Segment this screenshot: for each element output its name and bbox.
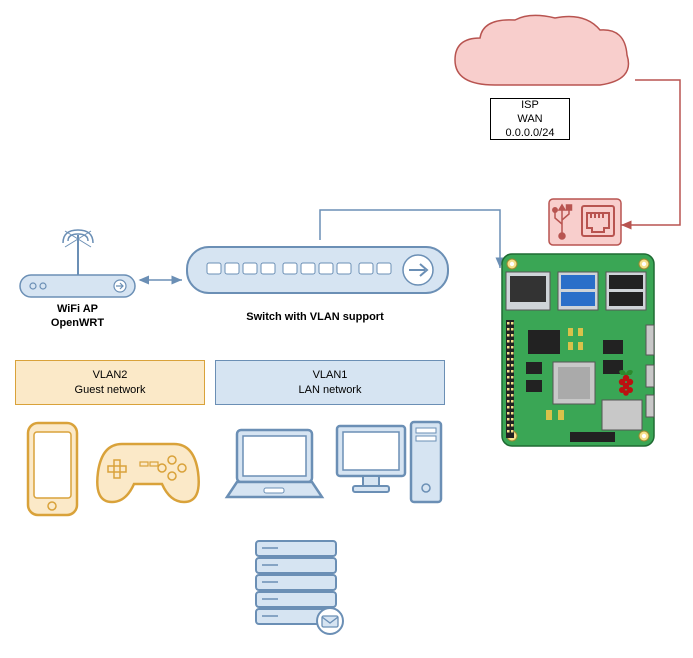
phone-icon (25, 420, 80, 520)
cloud-isp: ISP (521, 98, 539, 112)
vlan2-sub: Guest network (75, 383, 146, 397)
raspberry-pi-icon (498, 250, 663, 450)
cloud-icon (445, 10, 635, 105)
vlan1-box: VLAN1 LAN network (215, 360, 445, 405)
cloud-wan: WAN (517, 112, 542, 126)
wifi-ap-icon (15, 225, 140, 300)
gamepad-icon (92, 432, 204, 510)
wifi-ap-label: WiFi AP OpenWRT (35, 302, 120, 331)
vlan2-box: VLAN2 Guest network (15, 360, 205, 405)
switch-label: Switch with VLAN support (230, 310, 400, 324)
cloud-cidr: 0.0.0.0/24 (506, 126, 555, 140)
desktop-icon (333, 418, 445, 510)
vlan2-title: VLAN2 (93, 368, 128, 382)
laptop-icon (222, 425, 327, 507)
vlan1-sub: LAN network (299, 383, 362, 397)
switch-icon (185, 245, 450, 305)
mailserver-icon (248, 535, 348, 640)
vlan1-title: VLAN1 (313, 368, 348, 382)
cloud-label-box: ISP WAN 0.0.0.0/24 (490, 98, 570, 140)
usb-eth-adapter (548, 198, 622, 248)
